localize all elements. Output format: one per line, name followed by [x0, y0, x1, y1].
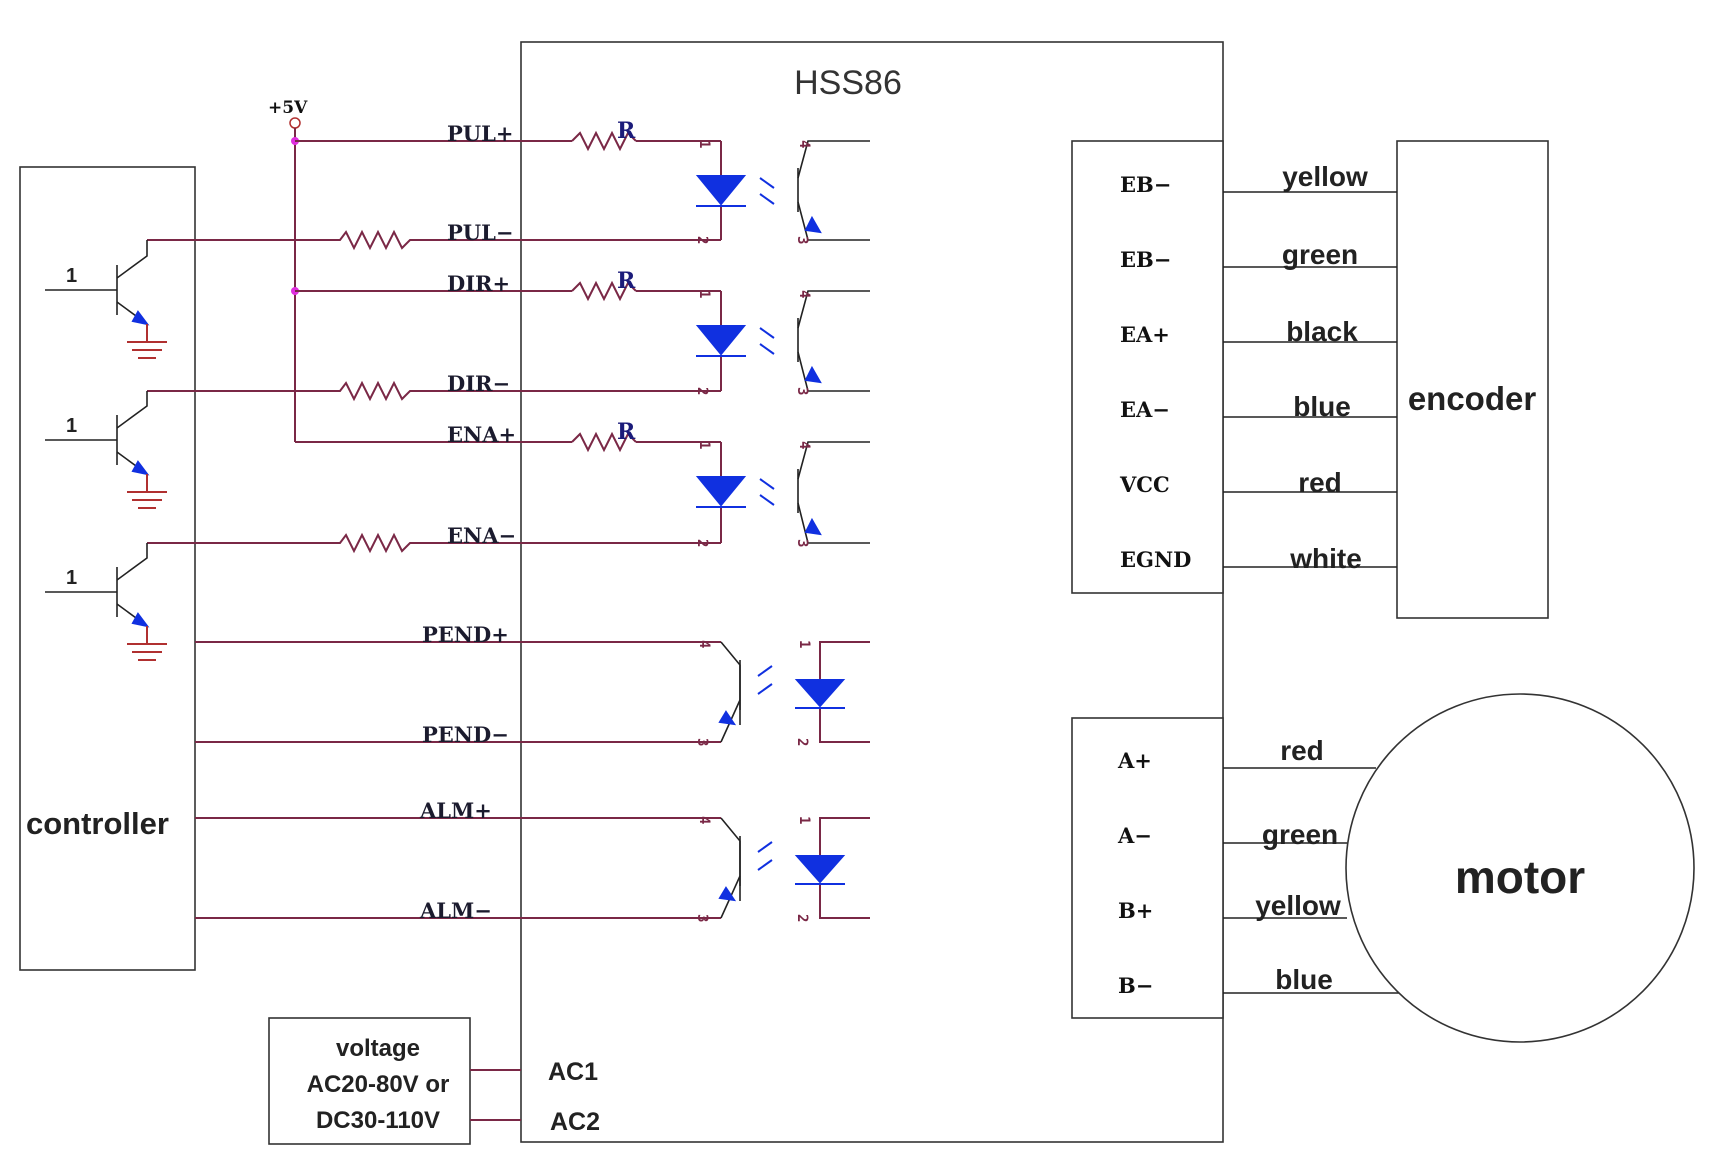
optocoupler-pul: [695, 140, 870, 241]
encoder-wire-color: yellow: [1282, 161, 1368, 192]
svg-text:2: 2: [694, 387, 710, 395]
controller-label: controller: [26, 806, 169, 841]
optocoupler-dir: [695, 290, 870, 392]
motor-circle: [1345, 693, 1695, 1043]
controller-transistor-3: 1: [45, 543, 167, 661]
resistor-label: R: [617, 118, 636, 144]
resistor-dir: [571, 280, 637, 302]
transistor-pin-label: 1: [66, 265, 77, 287]
svg-text:3: 3: [694, 738, 710, 746]
motor-pin-row: A− green: [1117, 819, 1347, 850]
encoder-pin-name: EA−: [1120, 397, 1170, 422]
transistor-pin-label: 1: [66, 415, 77, 437]
svg-text:4: 4: [796, 290, 812, 298]
motor-wire-color: red: [1280, 735, 1324, 766]
svg-text:3: 3: [794, 236, 810, 244]
motor-pin-name: B−: [1118, 973, 1153, 998]
controller-box: [19, 166, 196, 971]
svg-text:3: 3: [694, 914, 710, 922]
svg-text:2: 2: [694, 236, 710, 244]
encoder-box: [1396, 140, 1549, 619]
power-line-2: AC20-80V or: [307, 1071, 450, 1098]
encoder-connector-box: [1071, 140, 1224, 594]
power-line-3: DC30-110V: [316, 1107, 440, 1134]
svg-text:4: 4: [796, 140, 812, 148]
driver-title: HSS86: [794, 64, 902, 102]
motor-pin-name: B+: [1118, 898, 1153, 923]
supply-terminal: [289, 117, 301, 129]
svg-text:2: 2: [694, 539, 710, 547]
svg-text:1: 1: [796, 816, 812, 824]
terminal-ac1: AC1: [548, 1058, 598, 1086]
power-supply-box: [268, 1017, 471, 1145]
wire-pul-minus: [147, 229, 721, 251]
svg-text:1: 1: [796, 640, 812, 648]
controller-transistor-2: 1: [45, 391, 167, 509]
encoder-label: encoder: [1408, 380, 1537, 417]
encoder-wire-color: red: [1298, 467, 1342, 498]
motor-pin-row: B− blue: [1118, 964, 1399, 998]
supply-label: +5V: [268, 98, 308, 118]
encoder-pin-row: EA+ black: [1120, 316, 1397, 347]
encoder-pin-row: EGND white: [1120, 543, 1397, 574]
motor-label: motor: [1455, 851, 1585, 903]
controller-transistor-1: 1: [45, 240, 167, 359]
svg-text:3: 3: [794, 387, 810, 395]
signal-dir-plus: DIR+: [447, 271, 510, 296]
svg-text:4: 4: [796, 441, 812, 449]
signal-pend-plus: PEND+: [422, 622, 509, 647]
optocoupler-alm: [718, 817, 870, 919]
svg-text:4: 4: [696, 640, 712, 648]
wire-ena-minus: [147, 532, 721, 554]
resistor-ena: [571, 431, 637, 453]
resistor-label: R: [617, 268, 636, 294]
resistor-label: R: [617, 419, 636, 445]
encoder-pin-row: EB− yellow: [1120, 161, 1397, 197]
optocoupler-pend: [718, 641, 870, 743]
encoder-pin-name: EGND: [1120, 547, 1191, 572]
svg-text:2: 2: [794, 914, 810, 922]
signal-ena-minus: ENA−: [447, 523, 516, 548]
power-line-1: voltage: [336, 1035, 420, 1062]
opto-pin-markers: 1 2 4 3 1 2 4 3 1 2 4 3 4 3 1 2 4 3 1 2: [694, 140, 812, 922]
motor-pin-row: B+ yellow: [1118, 890, 1347, 923]
motor-pin-name: A+: [1117, 748, 1152, 773]
encoder-wire-color: white: [1289, 543, 1362, 574]
svg-text:1: 1: [696, 290, 712, 298]
resistor-pul: [571, 130, 637, 152]
encoder-pin-name: VCC: [1119, 472, 1170, 497]
encoder-pin-name: EB−: [1120, 247, 1171, 272]
signal-dir-minus: DIR−: [447, 371, 510, 396]
encoder-wire-color: green: [1282, 239, 1358, 270]
signal-pul-minus: PUL−: [447, 220, 513, 245]
motor-connector-box: [1071, 717, 1224, 1019]
encoder-pin-row: EA− blue: [1120, 391, 1397, 422]
motor-pin-name: A−: [1117, 823, 1152, 848]
encoder-pin-row: EB− green: [1120, 239, 1397, 272]
signal-alm-minus: ALM−: [419, 898, 492, 923]
signal-pul-plus: PUL+: [447, 121, 513, 146]
signal-pend-minus: PEND−: [422, 722, 509, 747]
wire-dir-minus: [147, 380, 721, 402]
optocoupler-ena: [695, 441, 870, 544]
svg-text:1: 1: [696, 140, 712, 148]
svg-text:2: 2: [794, 738, 810, 746]
terminal-ac2: AC2: [550, 1108, 600, 1136]
svg-text:1: 1: [696, 441, 712, 449]
transistor-pin-label: 1: [66, 567, 77, 589]
encoder-pin-name: EA+: [1120, 322, 1170, 347]
svg-text:4: 4: [696, 816, 712, 824]
encoder-pin-name: EB−: [1120, 172, 1171, 197]
encoder-wire-color: black: [1286, 316, 1358, 347]
svg-text:3: 3: [794, 539, 810, 547]
motor-wire-color: yellow: [1255, 890, 1341, 921]
encoder-pin-row: VCC red: [1119, 467, 1397, 498]
signal-alm-plus: ALM+: [419, 798, 492, 823]
motor-wire-color: blue: [1275, 964, 1333, 995]
motor-wire-color: green: [1262, 819, 1338, 850]
motor-pin-row: A+ red: [1117, 735, 1376, 773]
encoder-wire-color: blue: [1293, 391, 1351, 422]
signal-ena-plus: ENA+: [447, 422, 516, 447]
